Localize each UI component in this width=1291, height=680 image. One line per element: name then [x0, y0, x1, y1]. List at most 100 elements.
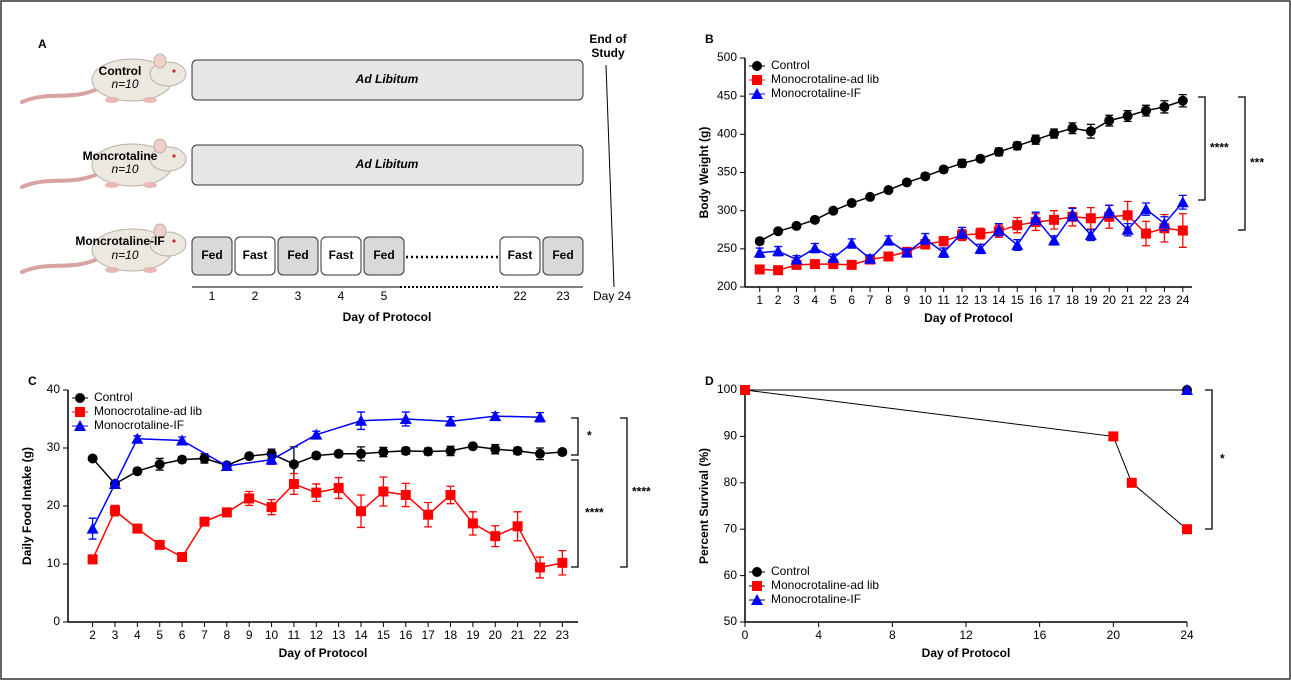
x-tick-label: 20: [1107, 628, 1121, 642]
y-tick-label: 80: [724, 475, 738, 489]
data-point: [992, 223, 1005, 235]
x-tick-label: 17: [421, 628, 435, 642]
data-point: [1176, 196, 1189, 208]
data-point: [1182, 524, 1192, 535]
schedule-bar: [191, 144, 584, 186]
x-tick-label: 4: [134, 628, 141, 642]
data-point: [356, 448, 367, 459]
schedule-bar: [191, 59, 584, 101]
y-tick-label: 10: [47, 556, 61, 570]
data-point: [154, 459, 165, 470]
legend-label: Monocrotaline-ad lib: [771, 578, 879, 592]
data-point: [1126, 477, 1137, 488]
data-point: [423, 446, 434, 457]
data-point: [993, 146, 1004, 157]
x-tick-label: 19: [1084, 293, 1098, 307]
data-point: [557, 557, 568, 568]
data-point: [356, 506, 367, 517]
feeding-label: Fast: [243, 248, 268, 262]
data-point: [1159, 101, 1170, 112]
data-point: [882, 234, 895, 246]
day-label: 22: [513, 289, 527, 303]
data-point: [901, 177, 912, 188]
y-axis-title: Daily Food Intake (g): [20, 447, 34, 565]
feeding-label: Fast: [329, 248, 354, 262]
data-point: [132, 466, 143, 477]
data-point: [919, 232, 932, 244]
data-point: [1158, 217, 1171, 229]
x-axis-title: Day of Protocol: [343, 310, 432, 324]
feeding-box: [499, 236, 541, 276]
rat-foot: [105, 97, 119, 103]
x-tick-label: 2: [775, 293, 782, 307]
data-point: [920, 171, 931, 182]
significance-bracket: [1205, 389, 1213, 530]
x-tick-label: 24: [1180, 628, 1194, 642]
x-tick-label: 7: [201, 628, 208, 642]
data-point: [534, 448, 545, 459]
data-point: [244, 451, 255, 462]
data-point: [310, 428, 323, 440]
data-point: [534, 562, 545, 573]
data-point: [288, 478, 299, 489]
data-point: [265, 453, 278, 465]
data-point: [311, 487, 322, 498]
x-tick-label: 8: [889, 628, 896, 642]
data-point: [1066, 208, 1079, 220]
x-tick-label: 5: [156, 628, 163, 642]
series-line: [91, 415, 540, 529]
data-point: [845, 237, 858, 249]
data-point: [827, 251, 840, 263]
series-line: [744, 389, 1188, 530]
panel-letter: A: [38, 37, 47, 51]
group-name: Moncrotaline: [83, 149, 158, 163]
data-point: [490, 444, 501, 455]
series-line: [91, 483, 563, 569]
data-point: [974, 242, 987, 254]
x-tick-label: 1: [756, 293, 763, 307]
x-tick-label: 13: [974, 293, 988, 307]
y-tick-label: 40: [47, 382, 61, 396]
data-point: [131, 432, 144, 444]
y-tick-label: 20: [47, 498, 61, 512]
data-point: [828, 205, 839, 216]
schedule-label: Ad Libitum: [355, 72, 419, 86]
x-tick-label: 12: [955, 293, 969, 307]
legend-marker: [75, 393, 85, 403]
x-tick-label: 9: [904, 293, 911, 307]
data-point: [378, 486, 389, 497]
data-point: [266, 502, 277, 513]
data-point: [1049, 128, 1060, 139]
data-point: [809, 259, 820, 270]
rat-foot: [143, 97, 157, 103]
legend-marker: [752, 75, 762, 85]
data-point: [400, 445, 411, 456]
x-tick-label: 9: [246, 628, 253, 642]
data-point: [1085, 126, 1096, 137]
data-point: [244, 493, 255, 504]
data-point: [975, 153, 986, 164]
data-point: [975, 228, 986, 239]
rat-tail: [20, 86, 102, 104]
data-point: [846, 259, 857, 270]
data-point: [132, 523, 143, 534]
data-point: [1141, 228, 1152, 239]
x-tick-label: 20: [489, 628, 503, 642]
y-tick-label: 50: [724, 614, 738, 628]
data-point: [177, 552, 188, 563]
data-point: [1103, 205, 1116, 217]
x-tick-label: 8: [885, 293, 892, 307]
data-point: [445, 445, 456, 456]
legend-label: Control: [771, 564, 810, 578]
feeding-box: [542, 236, 584, 276]
x-tick-label: 3: [112, 628, 119, 642]
data-point: [333, 448, 344, 459]
legend-label: Monocrotaline-IF: [771, 86, 861, 100]
day-label: 23: [556, 289, 570, 303]
rat-ear: [153, 223, 167, 239]
x-tick-label: 14: [992, 293, 1006, 307]
data-point: [1011, 239, 1024, 251]
feeding-label: Fast: [508, 248, 533, 262]
x-tick-label: 4: [815, 628, 822, 642]
